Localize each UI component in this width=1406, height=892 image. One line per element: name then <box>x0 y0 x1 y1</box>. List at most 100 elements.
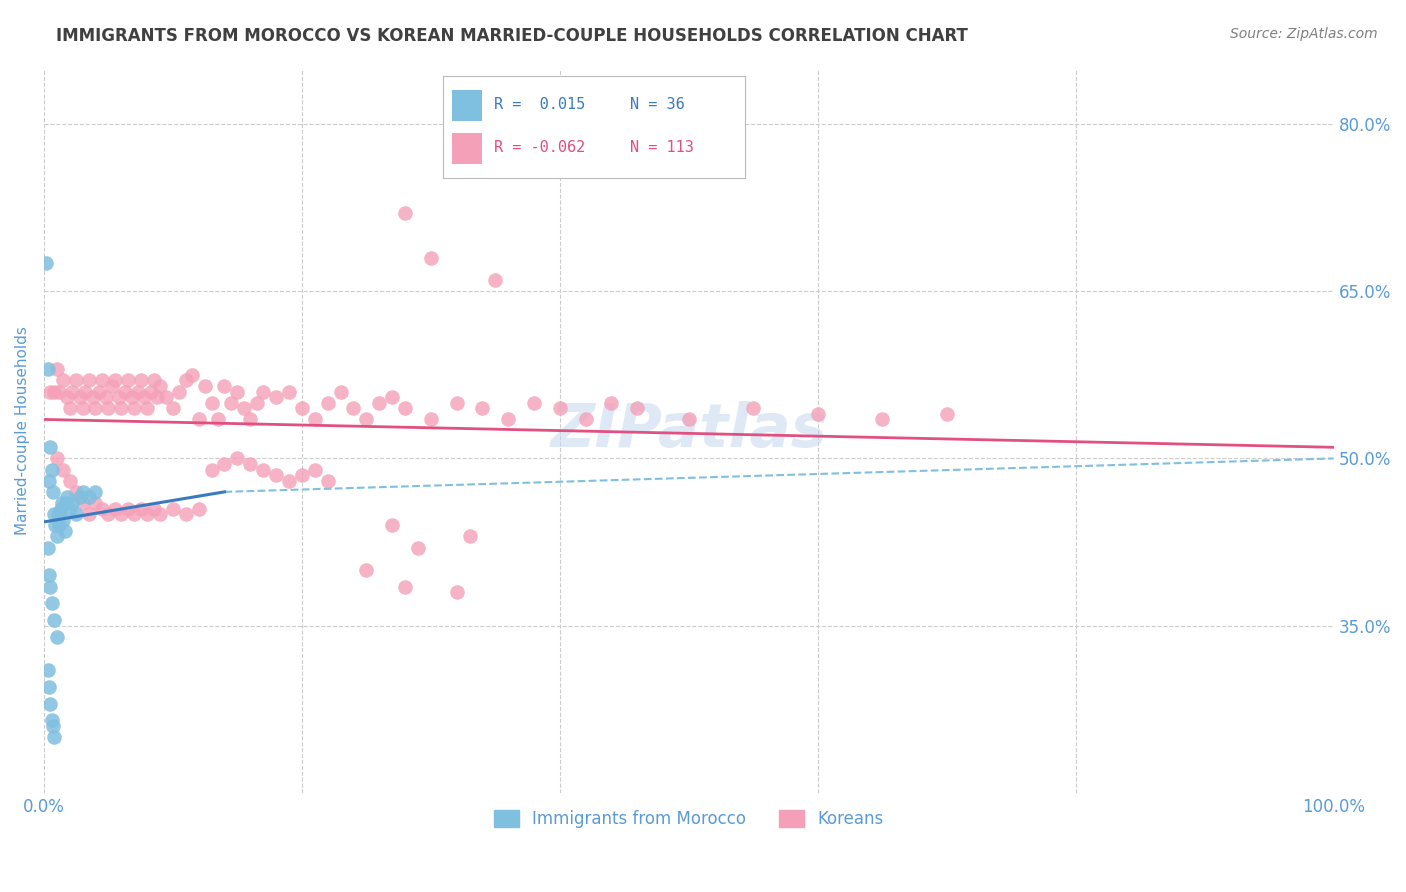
Point <box>807 407 830 421</box>
Point <box>291 401 314 416</box>
Point <box>446 585 468 599</box>
Point <box>69 390 91 404</box>
Point <box>75 384 97 399</box>
Point <box>446 395 468 409</box>
Point <box>90 501 112 516</box>
Point <box>52 374 75 388</box>
Point <box>110 401 132 416</box>
Point <box>39 384 62 399</box>
Point <box>104 501 127 516</box>
Point <box>46 507 69 521</box>
Point <box>114 384 136 399</box>
Text: N = 113: N = 113 <box>630 140 695 155</box>
Point <box>72 401 94 416</box>
Point <box>226 384 249 399</box>
Point <box>471 401 494 416</box>
Point <box>84 496 107 510</box>
Point <box>42 484 65 499</box>
Point <box>187 412 209 426</box>
Point <box>496 412 519 426</box>
Point <box>394 401 416 416</box>
Point <box>52 513 75 527</box>
Point <box>678 412 700 426</box>
Point <box>419 251 441 265</box>
Point <box>523 395 546 409</box>
Point <box>548 401 571 416</box>
Point <box>65 507 87 521</box>
Point <box>51 496 73 510</box>
Point <box>368 395 391 409</box>
Point <box>149 507 172 521</box>
Point <box>484 273 506 287</box>
Point <box>37 541 59 555</box>
Point <box>41 596 63 610</box>
Point <box>342 401 364 416</box>
Point <box>55 496 77 510</box>
Point <box>304 462 326 476</box>
Text: IMMIGRANTS FROM MOROCCO VS KOREAN MARRIED-COUPLE HOUSEHOLDS CORRELATION CHART: IMMIGRANTS FROM MOROCCO VS KOREAN MARRIE… <box>56 27 969 45</box>
Point <box>169 384 191 399</box>
Point <box>101 379 124 393</box>
Point <box>94 390 117 404</box>
Point <box>35 256 58 270</box>
Point <box>219 395 242 409</box>
Point <box>162 401 184 416</box>
Point <box>626 401 648 416</box>
Point <box>122 507 145 521</box>
Point <box>39 440 62 454</box>
Point <box>44 518 66 533</box>
Point <box>136 401 159 416</box>
Point <box>252 462 274 476</box>
Point <box>194 379 217 393</box>
Point <box>122 401 145 416</box>
Point <box>174 507 197 521</box>
Point <box>252 384 274 399</box>
Point <box>232 401 254 416</box>
Point <box>59 474 82 488</box>
Point <box>121 390 143 404</box>
Point <box>316 395 339 409</box>
Point <box>419 412 441 426</box>
Point <box>52 462 75 476</box>
Point <box>329 384 352 399</box>
Point <box>406 541 429 555</box>
Point <box>127 384 149 399</box>
Point <box>59 501 82 516</box>
Point <box>77 491 100 505</box>
Point <box>39 580 62 594</box>
Point <box>394 580 416 594</box>
Point <box>44 613 66 627</box>
Point <box>77 507 100 521</box>
Legend: Immigrants from Morocco, Koreans: Immigrants from Morocco, Koreans <box>486 804 890 835</box>
Point <box>65 484 87 499</box>
Point <box>45 529 67 543</box>
Point <box>82 390 104 404</box>
Point <box>65 374 87 388</box>
Point <box>356 412 378 426</box>
Point <box>89 384 111 399</box>
Point <box>935 407 957 421</box>
Point <box>316 474 339 488</box>
Point <box>48 518 70 533</box>
Point <box>90 374 112 388</box>
Point <box>394 206 416 220</box>
Point <box>200 462 222 476</box>
Text: ZIPatlas: ZIPatlas <box>550 401 827 460</box>
Point <box>97 507 120 521</box>
Point <box>38 474 60 488</box>
Point <box>600 395 623 409</box>
Point <box>84 401 107 416</box>
Point <box>117 501 139 516</box>
Point <box>381 518 404 533</box>
Point <box>41 462 63 476</box>
Point <box>72 496 94 510</box>
Point <box>214 457 236 471</box>
Point <box>458 529 481 543</box>
Point <box>44 730 66 744</box>
Y-axis label: Married-couple Households: Married-couple Households <box>15 326 30 535</box>
Point <box>742 401 765 416</box>
Point <box>38 680 60 694</box>
Text: N = 36: N = 36 <box>630 97 685 112</box>
Point <box>214 379 236 393</box>
Point <box>381 390 404 404</box>
